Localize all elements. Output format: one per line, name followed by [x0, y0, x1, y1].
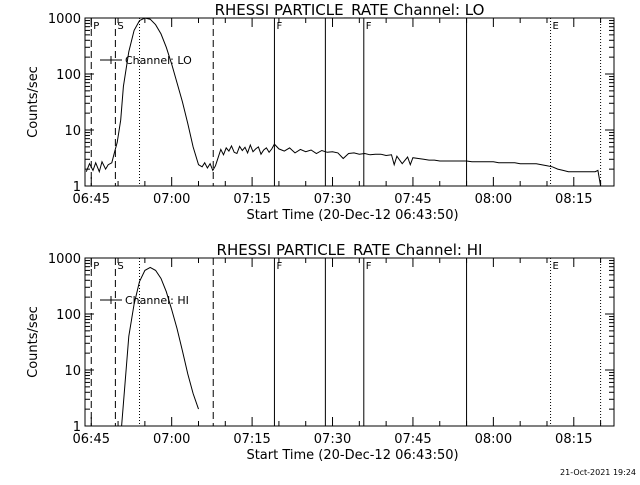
- y-tick-label: 1: [73, 420, 81, 435]
- event-marker-label: S: [117, 261, 123, 272]
- event-marker-label: F: [276, 21, 282, 32]
- y-tick-label: 1: [73, 180, 81, 195]
- plot-frame: [84, 17, 615, 187]
- y-tick-label: 10: [64, 124, 81, 139]
- x-tick-label: 07:00: [153, 192, 190, 207]
- series-line: [121, 266, 199, 427]
- plot-frame: [84, 257, 615, 427]
- legend-label: Channel: LO: [125, 54, 192, 67]
- x-tick-label: 07:15: [233, 192, 270, 207]
- y-tick-label: 100: [56, 308, 81, 323]
- event-marker-label: E: [553, 21, 559, 32]
- event-marker-label: E: [553, 261, 559, 272]
- x-tick-label: 07:15: [233, 432, 270, 447]
- chart-title: RHESSI PARTICLE_RATE Channel: LO: [215, 1, 485, 20]
- event-marker-label: P: [93, 21, 99, 32]
- series-line: [85, 17, 602, 187]
- x-tick-label: 06:45: [73, 192, 110, 207]
- x-tick-label: 07:00: [153, 432, 190, 447]
- x-tick-label: 07:45: [394, 432, 431, 447]
- event-marker-label: F: [276, 261, 282, 272]
- y-tick-label: 1000: [48, 252, 81, 267]
- x-tick-label: 08:15: [555, 432, 592, 447]
- event-marker-label: F: [366, 21, 372, 32]
- legend-label: Channel: HI: [125, 294, 189, 307]
- chart-panel-2: RHESSI PARTICLE_RATE Channel: HI 1 10 100 10…: [26, 241, 615, 463]
- x-tick-label: 07:30: [314, 192, 351, 207]
- y-tick-label: 100: [56, 68, 81, 83]
- event-marker-label: S: [117, 21, 123, 32]
- footer-timestamp: 21-Oct-2021 19:24: [560, 468, 636, 477]
- event-marker-label: F: [366, 261, 372, 272]
- y-axis-label: Counts/sec: [26, 306, 41, 378]
- x-tick-label: 07:30: [314, 432, 351, 447]
- chart-title: RHESSI PARTICLE_RATE Channel: HI: [217, 241, 483, 260]
- x-axis-label: Start Time (20-Dec-12 06:43:50): [246, 448, 458, 463]
- x-tick-label: 08:15: [555, 192, 592, 207]
- y-axis-label: Counts/sec: [26, 66, 41, 138]
- x-axis-label: Start Time (20-Dec-12 06:43:50): [246, 208, 458, 223]
- x-tick-label: 08:00: [475, 432, 512, 447]
- y-tick-label: 10: [64, 364, 81, 379]
- x-tick-label: 06:45: [73, 432, 110, 447]
- x-tick-label: 07:45: [394, 192, 431, 207]
- x-tick-label: 08:00: [475, 192, 512, 207]
- y-tick-label: 1000: [48, 12, 81, 27]
- event-marker-label: P: [93, 261, 99, 272]
- chart-panel-1: RHESSI PARTICLE_RATE Channel: LO 1 10 100 10…: [26, 1, 615, 223]
